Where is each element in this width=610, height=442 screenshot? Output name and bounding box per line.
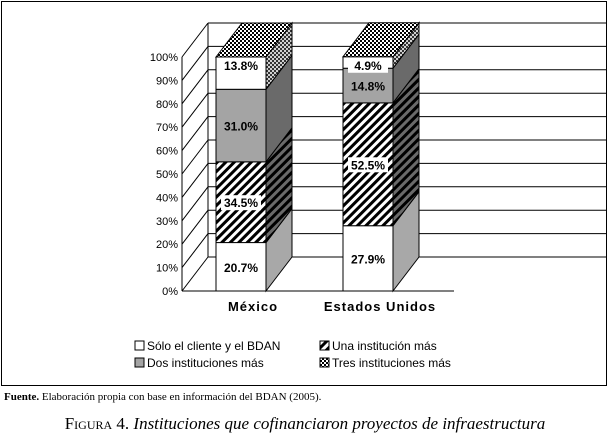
gridline-depth <box>181 46 209 81</box>
legend: Sólo el cliente y el BDAN Una institución… <box>134 339 451 370</box>
source-text: Elaboración propia con base en informaci… <box>41 391 322 403</box>
y-tick-label: 50% <box>156 169 178 181</box>
chart-frame: 0% 10% 20% 30% 40% 50% 60% 70% 80% 90% 100% México E… <box>1 1 607 386</box>
y-tick-label: 0% <box>162 286 178 298</box>
legend-swatch <box>134 357 145 368</box>
x-category-label: Estados Unidos <box>324 299 436 314</box>
gridline-depth <box>181 139 209 175</box>
caption-prefix: Figura 4. <box>64 414 130 433</box>
bar-segment-front <box>342 225 394 292</box>
bar-segment-front <box>342 67 394 104</box>
y-tick-label: 20% <box>156 239 178 251</box>
gridline-depth <box>181 69 209 105</box>
gridline-depth <box>181 209 209 245</box>
bar-segment-front <box>215 88 267 163</box>
data-label: 13.8% <box>224 59 258 73</box>
gridline-depth <box>181 92 209 128</box>
legend-label: Tres instituciones más <box>332 356 451 370</box>
legend-swatch <box>319 357 330 368</box>
legend-label: Dos instituciones más <box>147 356 264 370</box>
data-label: 52.5% <box>351 158 385 172</box>
labels-layer: 20.7% 34.5% 31.0% 13.8% 27.9% 52.5% 14.8% 4.9% <box>221 57 388 275</box>
data-label-bg <box>348 57 388 73</box>
gridline-depth <box>181 186 209 222</box>
axis-layer: 0% 10% 20% 30% 40% 50% 60% 70% 80% 90% 100% México E… <box>150 23 454 314</box>
gridline-depth <box>181 22 209 58</box>
data-label: 27.9% <box>351 252 385 266</box>
y-tick-label: 60% <box>156 146 178 158</box>
bar-top-face <box>341 22 421 58</box>
y-tick-label: 100% <box>150 52 178 64</box>
data-label: 20.7% <box>224 261 258 275</box>
data-label: 31.0% <box>224 120 258 134</box>
gridline-depth <box>181 233 209 268</box>
legend-swatch <box>134 340 145 351</box>
data-label: 14.8% <box>351 80 385 94</box>
y-tick-label: 40% <box>156 192 178 204</box>
source-label: Fuente. <box>4 391 40 403</box>
figure-caption: Figura 4. Instituciones que cofinanciaro… <box>0 414 610 434</box>
caption-title: Instituciones que cofinanciaron proyecto… <box>133 414 546 433</box>
data-label-bg <box>348 157 388 173</box>
legend-swatch <box>319 340 330 351</box>
gridline-depth <box>181 163 209 198</box>
bar-top-face <box>214 22 294 58</box>
gridline-depth <box>181 256 209 292</box>
data-label: 34.5% <box>224 196 258 210</box>
gridline-depth <box>181 116 209 151</box>
x-category-label: México <box>228 299 278 314</box>
y-tick-label: 90% <box>156 75 178 87</box>
y-tick-label: 30% <box>156 216 178 228</box>
data-label-bg <box>221 195 261 211</box>
y-tick-label: 70% <box>156 122 178 134</box>
legend-label: Una institución más <box>332 339 437 353</box>
y-tick-label: 10% <box>156 263 178 275</box>
stacked-bar-chart: 0% 10% 20% 30% 40% 50% 60% 70% 80% 90% 100% México E… <box>134 21 606 370</box>
data-label: 4.9% <box>354 59 382 73</box>
data-label-bg <box>221 58 261 73</box>
source-note: Fuente. Elaboración propia con base en i… <box>4 391 321 403</box>
y-tick-label: 80% <box>156 99 178 111</box>
legend-label: Sólo el cliente y el BDAN <box>147 339 280 353</box>
